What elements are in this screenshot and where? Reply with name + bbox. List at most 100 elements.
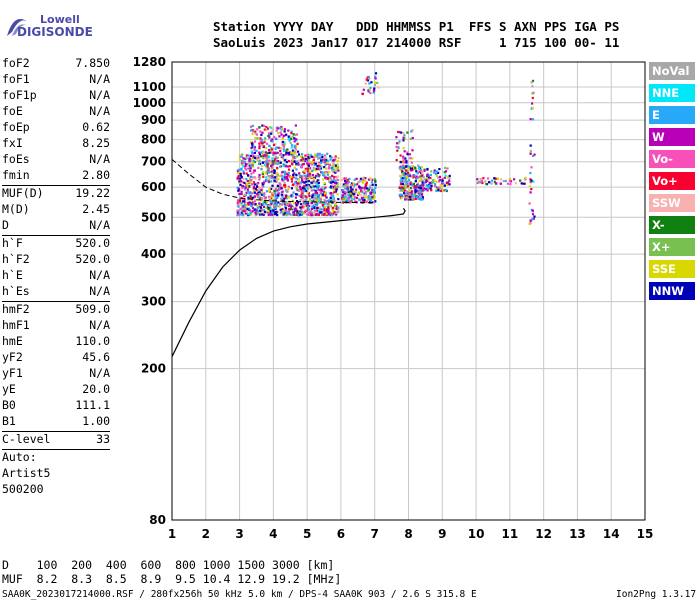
echo-point [237,168,241,171]
echo-point [299,206,302,209]
echo-point [331,206,334,210]
echo-point [245,204,248,207]
echo-point [283,130,286,133]
echo-point [346,186,349,189]
y-tick-label: 900 [141,113,166,127]
echo-point [291,183,294,186]
echo-point [251,207,255,210]
param-separator [2,449,110,450]
echo-point [328,165,331,168]
echo-point [245,191,248,194]
echo-point [256,212,260,215]
echo-point [424,188,428,191]
echo-point [313,210,316,213]
echo-point [419,188,422,191]
echo-point [317,185,321,188]
echo-point [260,138,264,141]
echo-point [421,172,424,175]
echo-point [305,175,309,178]
echo-point [247,196,250,199]
echo-point [485,183,488,186]
echo-point [279,161,282,164]
echo-point [304,176,307,179]
echo-point [262,182,265,185]
echo-point [406,151,409,154]
echo-point [523,178,526,181]
echo-point [476,178,479,181]
legend-item: X- [649,216,695,234]
echo-point [301,163,304,166]
echo-point [287,196,290,199]
echo-point [435,189,438,192]
echo-point [411,157,414,160]
echo-point [243,181,246,184]
echo-point [248,210,251,213]
echo-point [448,174,451,177]
echo-point [405,196,408,199]
echo-point [246,208,249,211]
echo-point [299,213,302,216]
echo-point [398,131,401,134]
echo-point [270,130,273,133]
echo-point [406,153,409,156]
echo-point [428,185,431,188]
echo-point [347,181,351,184]
echo-point [258,178,261,181]
echo-point [269,150,272,153]
echo-point [326,162,329,165]
echo-point [281,190,284,193]
param-value: 0.62 [82,120,110,134]
echo-point [531,107,534,110]
echo-point [276,162,279,165]
echo-point [248,165,251,168]
echo-point [274,152,277,155]
echo-point [273,198,276,202]
echo-point [334,179,337,183]
echo-point [296,142,299,145]
echo-point [268,213,272,216]
echo-point [445,188,448,192]
echo-point [335,170,338,173]
echo-point [261,213,264,216]
echo-point [281,194,284,197]
echo-point [271,128,274,131]
echo-point [284,165,287,168]
echo-point [253,200,257,203]
param-name: hmF2 [2,302,30,316]
echo-point [349,186,352,189]
y-tick-label: 1000 [133,96,166,110]
echo-point [334,165,338,168]
echo-point [439,189,442,193]
echo-point [320,160,323,163]
echo-point [302,177,305,180]
echo-point [300,159,303,162]
param-name: h`F [2,236,23,250]
echo-point [422,175,425,179]
echo-point [276,151,279,155]
echo-point [258,126,261,129]
echo-point [283,203,286,206]
echo-point [421,191,424,194]
echo-point [268,144,271,147]
echo-point [253,191,256,194]
echo-point [373,89,376,92]
echo-point [367,198,370,201]
echo-point [316,184,319,187]
echo-point [267,210,270,213]
echo-point [238,200,241,203]
param-name: C-level [2,432,51,446]
param-row: M(D) 2.45 [2,202,110,218]
echo-point [266,127,270,130]
echo-point [328,199,331,202]
echo-point [287,172,290,175]
echo-point [304,177,307,180]
echo-point [529,152,532,155]
echo-point [296,150,300,153]
echo-point [284,184,287,187]
echo-point [370,181,373,184]
echo-point [342,195,345,198]
echo-point [258,213,262,216]
echo-point [274,147,277,150]
echo-point [239,177,242,180]
echo-point [274,143,277,146]
